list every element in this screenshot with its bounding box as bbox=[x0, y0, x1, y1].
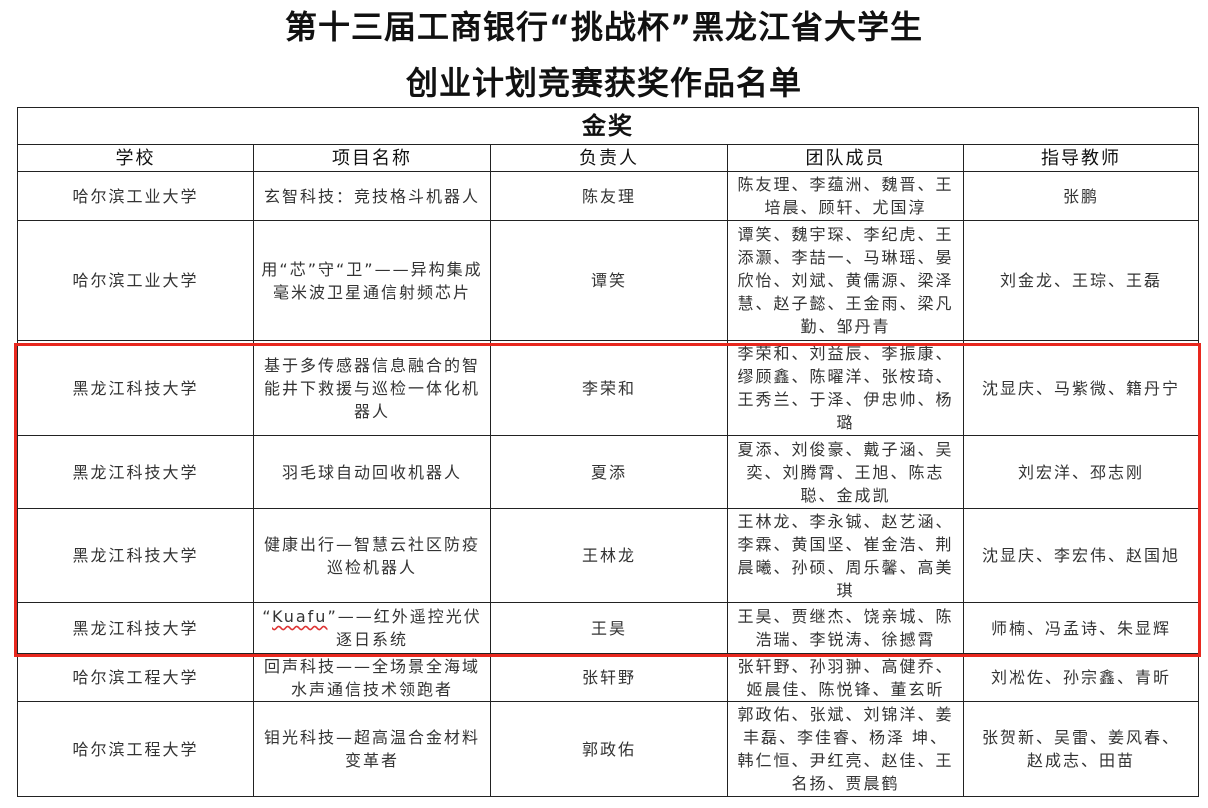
project-cell: 回声科技——全场景全海域水声通信技术领跑者 bbox=[253, 653, 491, 702]
school-cell: 哈尔滨工程大学 bbox=[17, 653, 254, 702]
table-row: 黑龙江科技大学 “Kuafu”——红外遥控光伏逐日系统 王昊 王昊、贾继杰、饶亲… bbox=[17, 602, 1199, 654]
header-project: 项目名称 bbox=[253, 144, 491, 172]
school-cell: 黑龙江科技大学 bbox=[17, 508, 254, 603]
leader-cell: 王林龙 bbox=[490, 508, 728, 603]
school-cell: 哈尔滨工程大学 bbox=[17, 701, 254, 797]
header-members: 团队成员 bbox=[727, 144, 964, 172]
table-row: 哈尔滨工业大学 玄智科技：竞技格斗机器人 陈友理 陈友理、李蕴洲、魏晋、王培晨、… bbox=[17, 171, 1199, 221]
advisors-cell: 刘宏洋、邳志刚 bbox=[963, 435, 1199, 509]
advisors-cell: 刘凇佐、孙宗鑫、青昕 bbox=[963, 653, 1199, 702]
header-leader: 负责人 bbox=[490, 144, 728, 172]
table-row: 哈尔滨工程大学 回声科技——全场景全海域水声通信技术领跑者 张轩野 张轩野、孙羽… bbox=[17, 653, 1199, 702]
project-cell: 玄智科技：竞技格斗机器人 bbox=[253, 171, 491, 221]
table-row: 黑龙江科技大学 健康出行—智慧云社区防疫巡检机器人 王林龙 王林龙、李永铖、赵艺… bbox=[17, 508, 1199, 603]
award-table: 金奖 学校 项目名称 负责人 团队成员 指导教师 哈尔滨工业大学 玄智科技：竞技… bbox=[17, 107, 1199, 797]
project-cell: 用“芯”守“卫”——异构集成毫米波卫星通信射频芯片 bbox=[253, 220, 491, 341]
document-title-line1: 第十三届工商银行“挑战杯”黑龙江省大学生 bbox=[284, 8, 924, 46]
school-cell: 哈尔滨工业大学 bbox=[17, 220, 254, 341]
members-cell: 李荣和、刘益辰、李振康、缪顾鑫、陈曜洋、张桉琦、王秀兰、于泽、伊忠帅、杨璐 bbox=[727, 340, 964, 436]
school-cell: 黑龙江科技大学 bbox=[17, 602, 254, 654]
members-cell: 王昊、贾继杰、饶亲城、陈浩瑞、李锐涛、徐撼霄 bbox=[727, 602, 964, 654]
advisors-cell: 师楠、冯孟诗、朱显辉 bbox=[963, 602, 1199, 654]
school-cell: 黑龙江科技大学 bbox=[17, 435, 254, 509]
leader-cell: 郭政佑 bbox=[490, 701, 728, 797]
table-row: 黑龙江科技大学 羽毛球自动回收机器人 夏添 夏添、刘俊豪、戴子涵、吴奕、刘腾霄、… bbox=[17, 435, 1199, 509]
award-level: 金奖 bbox=[17, 107, 1199, 145]
project-cell: 基于多传感器信息融合的智能井下救援与巡检一体化机器人 bbox=[253, 340, 491, 436]
members-cell: 张轩野、孙羽翀、高健乔、姬晨佳、陈悦锋、董玄昕 bbox=[727, 653, 964, 702]
advisors-cell: 沈显庆、李宏伟、赵国旭 bbox=[963, 508, 1199, 603]
members-cell: 谭笑、魏宇琛、李纪虎、王添灏、李喆一、马琳瑶、晏欣怡、刘斌、黄儒源、梁泽慧、赵子… bbox=[727, 220, 964, 341]
project-cell: “Kuafu”——红外遥控光伏逐日系统 bbox=[253, 602, 491, 654]
project-cell: 羽毛球自动回收机器人 bbox=[253, 435, 491, 509]
advisors-cell: 张贺新、吴雷、姜风春、 赵成志、田苗 bbox=[963, 701, 1199, 797]
table-row: 黑龙江科技大学 基于多传感器信息融合的智能井下救援与巡检一体化机器人 李荣和 李… bbox=[17, 340, 1199, 436]
table-row: 哈尔滨工业大学 用“芯”守“卫”——异构集成毫米波卫星通信射频芯片 谭笑 谭笑、… bbox=[17, 220, 1199, 341]
school-cell: 黑龙江科技大学 bbox=[17, 340, 254, 436]
document-title-line2: 创业计划竞赛获奖作品名单 bbox=[405, 64, 802, 102]
leader-cell: 夏添 bbox=[490, 435, 728, 509]
project-suffix: ”——红外遥控光伏逐日系统 bbox=[327, 607, 482, 649]
members-cell: 王林龙、李永铖、赵艺涵、李霖、黄国坚、崔金浩、荆晨曦、孙硕、周乐馨、高美琪 bbox=[727, 508, 964, 603]
members-cell: 郭政佑、张斌、刘锦洋、姜丰磊、李佳睿、杨泽 坤、韩仁恒、尹红亮、赵佳、王名扬、贾… bbox=[727, 701, 964, 797]
members-cell: 夏添、刘俊豪、戴子涵、吴奕、刘腾霄、王旭、陈志聪、金成凯 bbox=[727, 435, 964, 509]
leader-cell: 谭笑 bbox=[490, 220, 728, 341]
project-prefix: “ bbox=[262, 607, 273, 626]
project-cell: 钼光科技—超高温合金材料变革者 bbox=[253, 701, 491, 797]
leader-cell: 张轩野 bbox=[490, 653, 728, 702]
table-row: 哈尔滨工程大学 钼光科技—超高温合金材料变革者 郭政佑 郭政佑、张斌、刘锦洋、姜… bbox=[17, 701, 1199, 797]
advisors-cell: 沈显庆、马紫微、籍丹宁 bbox=[963, 340, 1199, 436]
advisors-cell: 刘金龙、王琮、王磊 bbox=[963, 220, 1199, 341]
members-cell: 陈友理、李蕴洲、魏晋、王培晨、顾轩、尤国淳 bbox=[727, 171, 964, 221]
leader-cell: 陈友理 bbox=[490, 171, 728, 221]
leader-cell: 王昊 bbox=[490, 602, 728, 654]
school-cell: 哈尔滨工业大学 bbox=[17, 171, 254, 221]
leader-cell: 李荣和 bbox=[490, 340, 728, 436]
project-word-spellcheck: Kuafu bbox=[272, 607, 328, 626]
header-school: 学校 bbox=[17, 144, 254, 172]
project-cell: 健康出行—智慧云社区防疫巡检机器人 bbox=[253, 508, 491, 603]
header-advisors: 指导教师 bbox=[963, 144, 1199, 172]
advisors-cell: 张鹏 bbox=[963, 171, 1199, 221]
